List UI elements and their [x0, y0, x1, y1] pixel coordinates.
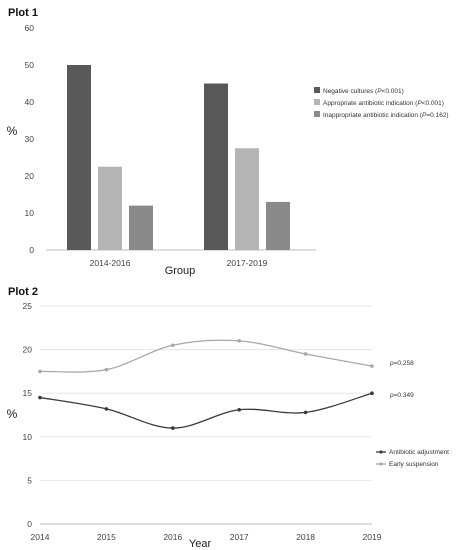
plot2-point-0-5 [370, 391, 374, 396]
plot1-ytick-label-1: 10 [25, 208, 35, 218]
plot2-xtick-label-1: 2015 [97, 532, 116, 542]
plot2-point-0-4 [303, 410, 308, 415]
plot2-legend-marker-1 [379, 462, 383, 466]
plot2-legend-marker-0 [379, 450, 383, 454]
plot2-xtick-label-5: 2019 [363, 532, 382, 542]
plot2-point-1-5 [370, 364, 374, 368]
plot2-xtick-label-4: 2018 [296, 532, 315, 542]
plot2-point-1-2 [171, 343, 175, 348]
plot1-bar-1-1 [235, 148, 259, 250]
plot2-y-axis-title: % [7, 407, 18, 421]
plot2-xtick-label-3: 2017 [230, 532, 249, 542]
plot1-ytick-label-5: 50 [25, 60, 35, 70]
plot1-xtick-label-0: 2014-2016 [90, 258, 131, 268]
plot1-bar-0-2 [129, 205, 153, 250]
plot1-legend-label-2: Inappropriate antibiotic indication (P=0… [323, 112, 449, 119]
plot2-point-0-1 [104, 407, 109, 411]
plot1-bar-1-2 [266, 201, 290, 250]
plot2-point-0-0 [38, 395, 42, 400]
plot2-xtick-label-0: 2014 [31, 532, 50, 542]
plot1-legend-swatch-0 [314, 87, 320, 93]
plot2-point-1-3 [237, 339, 241, 343]
plot1-legend-label-0: Negative cultures (P<0.001) [323, 88, 404, 95]
plot1-ytick-label-4: 40 [25, 97, 35, 107]
plot1-legend-swatch-2 [314, 111, 320, 117]
plot2-ytick-label-1: 5 [27, 475, 32, 485]
plot2-point-1-1 [104, 367, 109, 372]
plot2-legend-label-1: Early suspension [389, 461, 439, 468]
plot1-legend-label-1: Appropriate antibiotic indication (P<0.0… [323, 100, 444, 107]
plot2-ytick-label-5: 25 [23, 301, 33, 311]
plot1-ytick-label-0: 0 [29, 245, 34, 255]
plot2-ytick-label-2: 10 [23, 432, 33, 442]
plot2-point-0-2 [171, 426, 175, 430]
plot1-xtick-label-1: 2017-2019 [227, 258, 268, 268]
plot2-ytick-label-4: 20 [23, 345, 33, 355]
plot2-pvalue-annotation-0: p=0.349 [389, 392, 414, 399]
plot1-bar-0-0 [67, 65, 91, 250]
plot2-legend-label-0: Antibiotic adjustment [389, 449, 449, 456]
plot2-title: Plot 2 [8, 286, 38, 298]
plot1-legend-swatch-1 [314, 99, 320, 105]
plot2-xtick-label-2: 2016 [163, 532, 182, 542]
plot1-x-axis-title: Group [165, 265, 196, 277]
plot2-point-1-4 [303, 352, 308, 356]
plot2-x-axis-title: Year [189, 538, 212, 550]
plot2-ytick-label-0: 0 [27, 519, 32, 529]
plot1-bar-0-1 [98, 166, 122, 250]
plot2-pvalue-annotation-1: p=0.258 [389, 360, 414, 367]
plot2-point-1-0 [38, 369, 42, 374]
plot1-y-axis-title: % [7, 124, 18, 138]
plot1-ytick-label-2: 20 [25, 171, 35, 181]
plot2-ytick-label-3: 15 [23, 388, 33, 398]
plot1-ytick-label-3: 30 [25, 134, 35, 144]
plot2-point-0-3 [237, 407, 241, 412]
plot1-bar-1-0 [204, 83, 228, 250]
plot1-ytick-label-6: 60 [25, 23, 35, 33]
plot1-title: Plot 1 [8, 7, 38, 19]
plot2-series-line-0 [39, 392, 373, 429]
plot2-series-line-1 [39, 339, 373, 373]
